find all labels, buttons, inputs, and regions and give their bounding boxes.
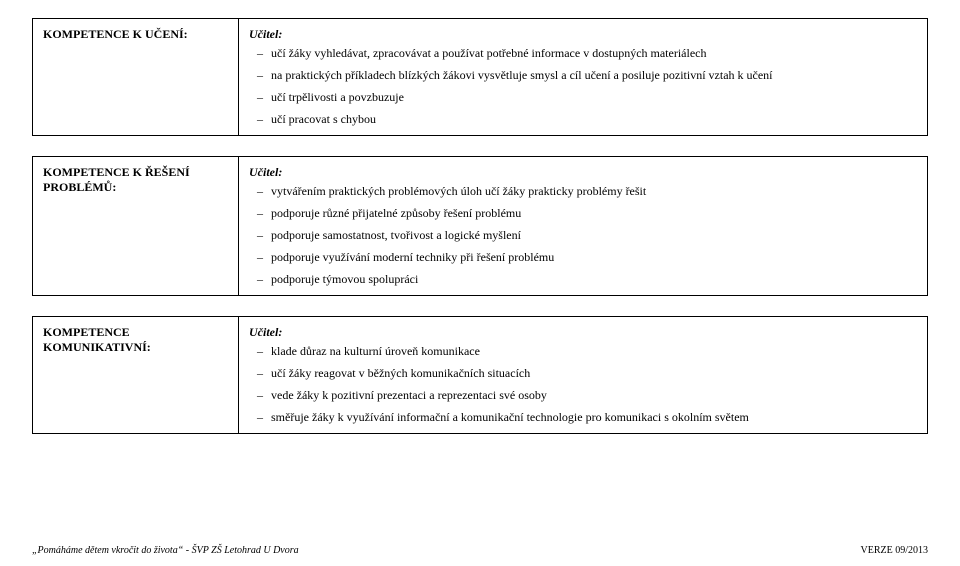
competence-block-learning: KOMPETENCE K UČENÍ: Učitel: učí žáky vyh… bbox=[32, 18, 928, 136]
list-item: učí pracovat s chybou bbox=[249, 112, 917, 127]
competence-list: učí žáky vyhledávat, zpracovávat a použí… bbox=[249, 46, 917, 127]
list-item: podporuje různé přijatelné způsoby řešen… bbox=[249, 206, 917, 221]
teacher-label: Učitel: bbox=[249, 165, 917, 180]
list-item: učí žáky vyhledávat, zpracovávat a použí… bbox=[249, 46, 917, 61]
competence-title: KOMPETENCE K ŘEŠENÍ PROBLÉMŮ: bbox=[33, 157, 239, 296]
competence-content: Učitel: klade důraz na kulturní úroveň k… bbox=[239, 317, 928, 434]
competence-content: Učitel: učí žáky vyhledávat, zpracovávat… bbox=[239, 19, 928, 136]
list-item: klade důraz na kulturní úroveň komunikac… bbox=[249, 344, 917, 359]
list-item: vytvářením praktických problémových úloh… bbox=[249, 184, 917, 199]
competence-title: KOMPETENCE KOMUNIKATIVNÍ: bbox=[33, 317, 239, 434]
page: KOMPETENCE K UČENÍ: Učitel: učí žáky vyh… bbox=[0, 0, 960, 434]
competence-list: vytvářením praktických problémových úloh… bbox=[249, 184, 917, 287]
teacher-label: Učitel: bbox=[249, 27, 917, 42]
list-item: vede žáky k pozitivní prezentaci a repre… bbox=[249, 388, 917, 403]
footer-right: VERZE 09/2013 bbox=[861, 545, 929, 556]
footer-left: „Pomáháme dětem vkročit do života“ - ŠVP… bbox=[32, 545, 299, 556]
list-item: podporuje využívání moderní techniky při… bbox=[249, 250, 917, 265]
page-footer: „Pomáháme dětem vkročit do života“ - ŠVP… bbox=[32, 545, 928, 556]
list-item: směřuje žáky k využívání informační a ko… bbox=[249, 410, 917, 425]
list-item: podporuje samostatnost, tvořivost a logi… bbox=[249, 228, 917, 243]
competence-block-problem-solving: KOMPETENCE K ŘEŠENÍ PROBLÉMŮ: Učitel: vy… bbox=[32, 156, 928, 296]
competence-title: KOMPETENCE K UČENÍ: bbox=[33, 19, 239, 136]
teacher-label: Učitel: bbox=[249, 325, 917, 340]
list-item: učí trpělivosti a povzbuzuje bbox=[249, 90, 917, 105]
competence-block-communication: KOMPETENCE KOMUNIKATIVNÍ: Učitel: klade … bbox=[32, 316, 928, 434]
list-item: učí žáky reagovat v běžných komunikačníc… bbox=[249, 366, 917, 381]
competence-list: klade důraz na kulturní úroveň komunikac… bbox=[249, 344, 917, 425]
list-item: na praktických příkladech blízkých žákov… bbox=[249, 68, 917, 83]
list-item: podporuje týmovou spolupráci bbox=[249, 272, 917, 287]
competence-content: Učitel: vytvářením praktických problémov… bbox=[239, 157, 928, 296]
